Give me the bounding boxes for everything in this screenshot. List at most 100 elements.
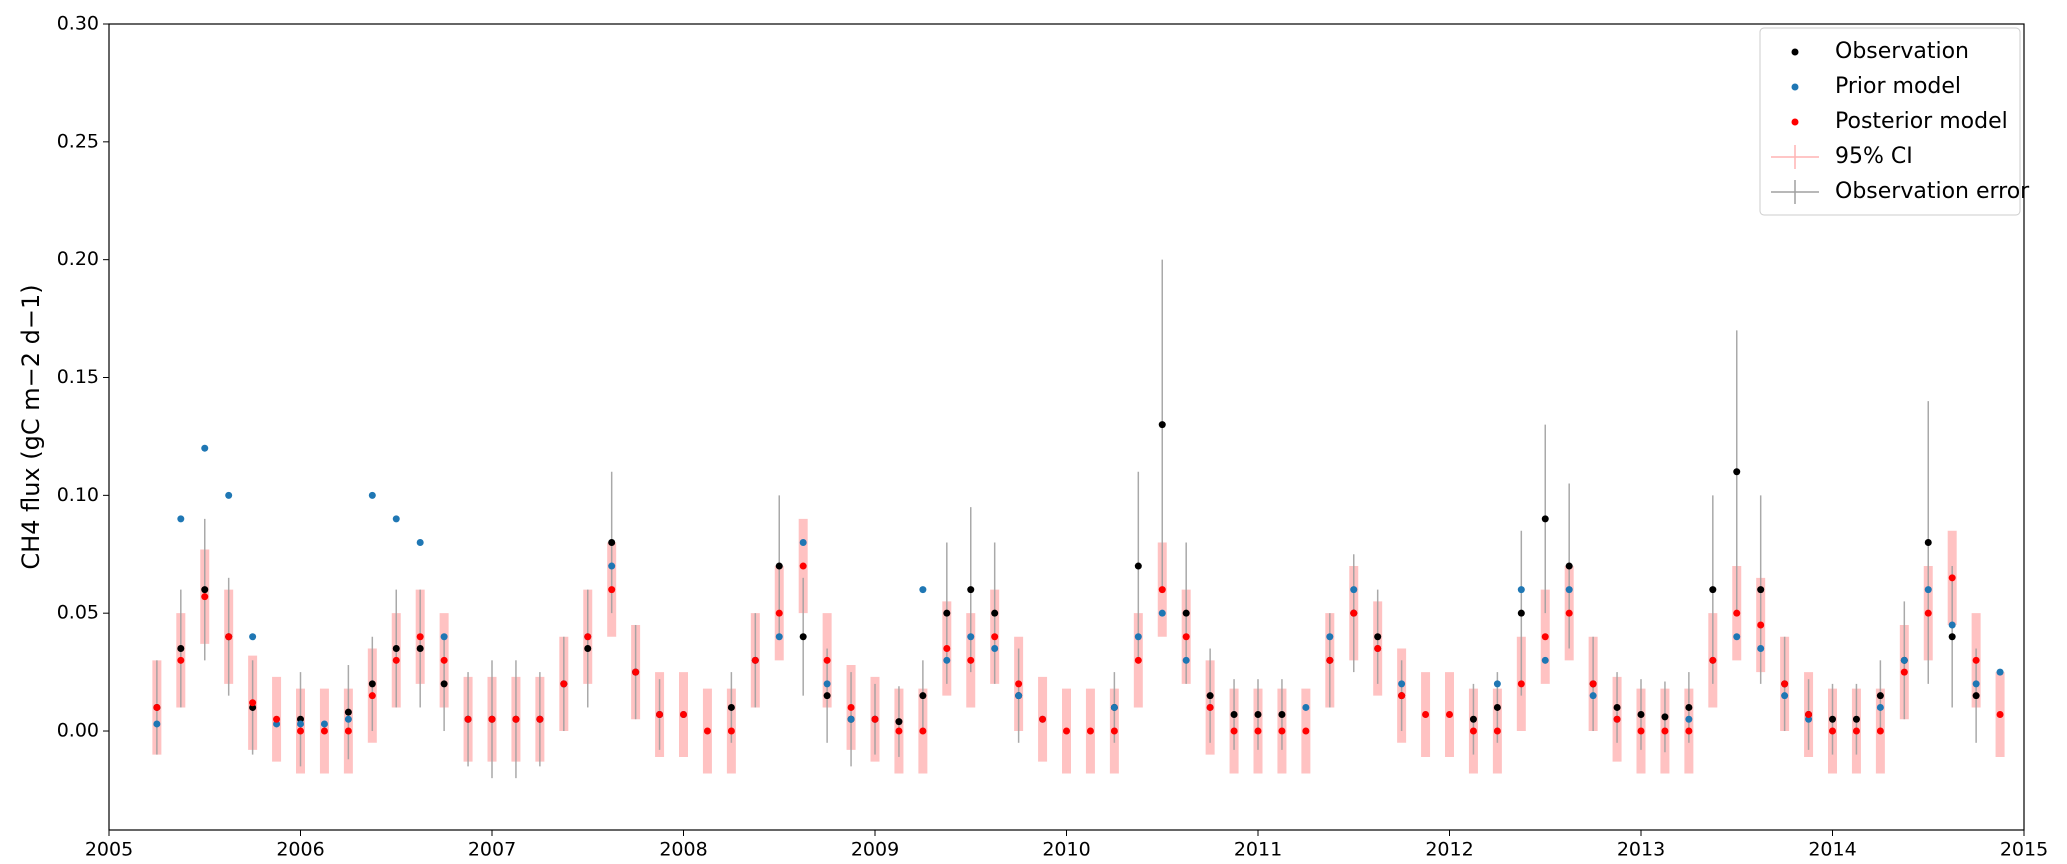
data-point (1398, 680, 1406, 688)
data-point (1757, 586, 1765, 594)
y-axis-label: CH4 flux (gC m−2 d−1) (17, 284, 45, 569)
data-point (1278, 727, 1286, 735)
data-point (1015, 692, 1023, 700)
data-point (1661, 727, 1669, 735)
data-point (488, 715, 496, 723)
data-point (1469, 727, 1477, 735)
data-point (775, 633, 783, 641)
x-tick-label: 2007 (468, 839, 516, 861)
data-point (440, 633, 448, 641)
data-point (1446, 711, 1453, 719)
data-point (1685, 715, 1693, 723)
data-point (1493, 680, 1501, 688)
data-point (560, 680, 568, 688)
data-point (249, 633, 257, 641)
data-point (1972, 656, 1980, 664)
legend-box (1759, 27, 2021, 216)
data-point (1182, 656, 1190, 664)
data-point (392, 656, 400, 664)
data-point (775, 562, 783, 570)
data-point (1541, 633, 1549, 641)
data-point (1876, 703, 1884, 711)
data-point (823, 692, 831, 700)
data-point (1254, 711, 1262, 719)
data-point (201, 444, 209, 452)
data-point (1422, 711, 1430, 719)
data-point (1781, 680, 1789, 688)
data-point (1158, 421, 1166, 429)
data-point (823, 680, 831, 688)
data-point (919, 586, 927, 594)
data-point (1350, 609, 1358, 617)
data-point (1709, 586, 1717, 594)
data-point (177, 656, 185, 664)
data-point (1996, 711, 2004, 719)
data-point (273, 715, 281, 723)
x-tick-label: 2011 (1234, 839, 1282, 861)
data-point (464, 715, 472, 723)
data-point (1924, 609, 1932, 617)
data-point (991, 633, 999, 641)
data-point (416, 538, 424, 546)
data-point (943, 609, 951, 617)
data-point (1829, 715, 1836, 723)
data-point (1948, 574, 1956, 582)
data-point (799, 538, 807, 546)
x-tick-label: 2005 (85, 839, 133, 861)
data-point (1278, 711, 1286, 719)
data-point (1829, 727, 1836, 735)
data-point (368, 680, 376, 688)
data-point (847, 703, 855, 711)
data-point (1254, 727, 1262, 735)
legend-label: Observation (1835, 39, 1969, 64)
data-point (1637, 711, 1645, 719)
data-point (1852, 727, 1860, 735)
data-point (1302, 727, 1310, 735)
data-point (1685, 727, 1693, 735)
data-point (1158, 586, 1166, 594)
data-point (943, 656, 951, 664)
data-point (608, 538, 616, 546)
legend-marker (1791, 83, 1799, 91)
data-point (225, 491, 233, 499)
data-point (895, 718, 903, 726)
data-point (1182, 633, 1190, 641)
data-point (1781, 692, 1789, 700)
data-point (967, 656, 975, 664)
data-point (177, 515, 185, 523)
x-tick-label: 2006 (276, 839, 324, 861)
data-point (1733, 468, 1741, 476)
data-point (368, 491, 376, 499)
data-point (1685, 703, 1693, 711)
data-point (1063, 727, 1070, 735)
x-tick-label: 2012 (1425, 839, 1473, 861)
data-point (1517, 680, 1525, 688)
data-point (727, 727, 735, 735)
legend: Observation Prior model Posterior model 95%… (1759, 27, 2030, 216)
data-point (1972, 692, 1980, 700)
data-point (1134, 562, 1142, 570)
data-point (1757, 621, 1765, 629)
data-point (1110, 727, 1118, 735)
data-point (584, 645, 592, 653)
data-point (1924, 586, 1932, 594)
y-tick-label: 0.30 (57, 13, 99, 35)
data-point (1948, 621, 1956, 629)
data-point (512, 715, 520, 723)
data-point (847, 715, 855, 723)
data-point (799, 633, 807, 641)
data-point (1517, 609, 1525, 617)
data-point (799, 562, 807, 570)
data-point (895, 727, 903, 735)
legend-label: Prior model (1835, 74, 1961, 99)
data-point (249, 699, 257, 707)
data-point (1948, 633, 1956, 641)
data-point (1374, 645, 1382, 653)
data-point (344, 727, 352, 735)
data-point (225, 633, 233, 641)
data-point (440, 680, 448, 688)
data-point (1733, 609, 1741, 617)
x-tick-label: 2014 (1808, 839, 1856, 861)
x-tick-label: 2008 (659, 839, 707, 861)
